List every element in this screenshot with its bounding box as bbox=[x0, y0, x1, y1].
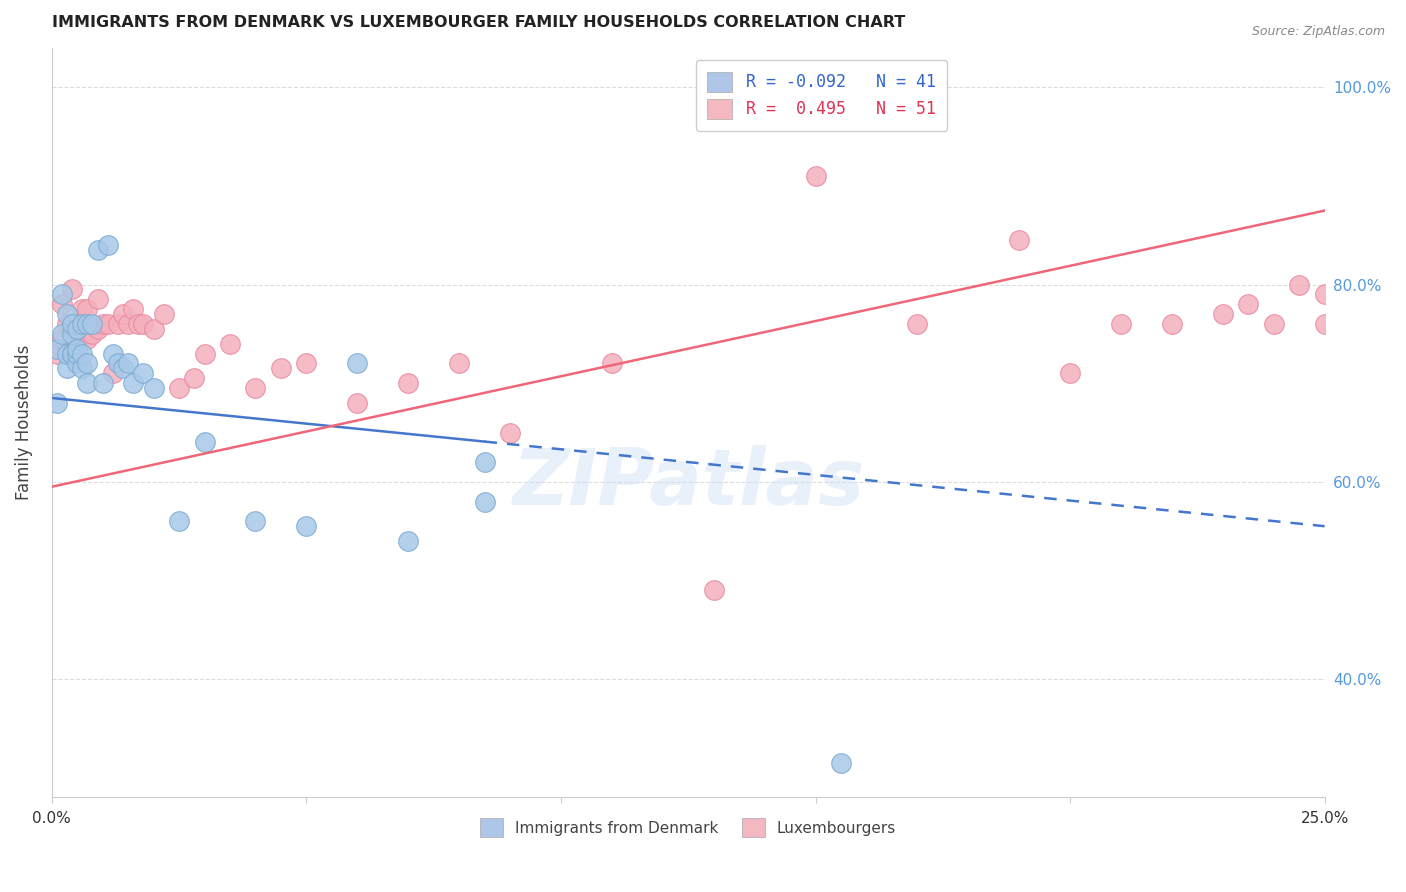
Point bbox=[112, 307, 135, 321]
Point bbox=[167, 381, 190, 395]
Point bbox=[295, 519, 318, 533]
Point bbox=[76, 376, 98, 391]
Point bbox=[1008, 233, 1031, 247]
Point bbox=[82, 326, 104, 341]
Point bbox=[183, 371, 205, 385]
Point bbox=[193, 346, 215, 360]
Text: IMMIGRANTS FROM DENMARK VS LUXEMBOURGER FAMILY HOUSEHOLDS CORRELATION CHART: IMMIGRANTS FROM DENMARK VS LUXEMBOURGER … bbox=[52, 15, 905, 30]
Point bbox=[60, 317, 83, 331]
Point bbox=[91, 376, 114, 391]
Point bbox=[97, 238, 120, 252]
Point bbox=[117, 317, 139, 331]
Point bbox=[51, 297, 73, 311]
Point bbox=[72, 326, 94, 341]
Point bbox=[1109, 317, 1132, 331]
Point bbox=[474, 455, 496, 469]
Point bbox=[804, 169, 827, 183]
Point bbox=[396, 376, 419, 391]
Point bbox=[142, 322, 165, 336]
Point bbox=[474, 494, 496, 508]
Text: ZIPatlas: ZIPatlas bbox=[512, 444, 865, 521]
Point bbox=[112, 361, 135, 376]
Point bbox=[107, 317, 129, 331]
Point bbox=[72, 317, 94, 331]
Point bbox=[97, 317, 120, 331]
Point bbox=[66, 342, 89, 356]
Point bbox=[1288, 277, 1310, 292]
Point bbox=[60, 326, 83, 341]
Text: Source: ZipAtlas.com: Source: ZipAtlas.com bbox=[1251, 25, 1385, 38]
Point bbox=[346, 356, 368, 370]
Point bbox=[107, 356, 129, 370]
Point bbox=[45, 342, 67, 356]
Point bbox=[270, 361, 292, 376]
Point bbox=[86, 243, 108, 257]
Point bbox=[219, 336, 242, 351]
Point bbox=[45, 396, 67, 410]
Point bbox=[56, 346, 79, 360]
Point bbox=[72, 346, 94, 360]
Y-axis label: Family Households: Family Households bbox=[15, 345, 32, 500]
Point bbox=[905, 317, 928, 331]
Point bbox=[66, 356, 89, 370]
Point bbox=[60, 346, 83, 360]
Point bbox=[127, 317, 149, 331]
Point bbox=[193, 435, 215, 450]
Point bbox=[60, 346, 83, 360]
Point bbox=[76, 332, 98, 346]
Point bbox=[101, 367, 124, 381]
Point bbox=[72, 302, 94, 317]
Point bbox=[56, 361, 79, 376]
Point bbox=[76, 302, 98, 317]
Point bbox=[132, 317, 155, 331]
Point bbox=[1161, 317, 1184, 331]
Point bbox=[51, 332, 73, 346]
Point bbox=[76, 356, 98, 370]
Point bbox=[51, 287, 73, 301]
Point bbox=[66, 346, 89, 360]
Point bbox=[245, 514, 267, 528]
Point bbox=[132, 367, 155, 381]
Point bbox=[152, 307, 174, 321]
Point bbox=[1059, 367, 1081, 381]
Point bbox=[117, 356, 139, 370]
Point bbox=[449, 356, 471, 370]
Point bbox=[830, 756, 852, 770]
Point bbox=[499, 425, 522, 440]
Point bbox=[1212, 307, 1234, 321]
Point bbox=[51, 326, 73, 341]
Point bbox=[600, 356, 623, 370]
Point bbox=[142, 381, 165, 395]
Point bbox=[86, 293, 108, 307]
Point bbox=[45, 346, 67, 360]
Point bbox=[1313, 287, 1336, 301]
Point bbox=[91, 317, 114, 331]
Point bbox=[703, 583, 725, 598]
Legend: Immigrants from Denmark, Luxembourgers: Immigrants from Denmark, Luxembourgers bbox=[471, 809, 905, 846]
Point bbox=[101, 346, 124, 360]
Point bbox=[167, 514, 190, 528]
Point bbox=[82, 317, 104, 331]
Point bbox=[1237, 297, 1260, 311]
Point bbox=[1263, 317, 1285, 331]
Point bbox=[122, 376, 145, 391]
Point bbox=[66, 322, 89, 336]
Point bbox=[1313, 317, 1336, 331]
Point bbox=[66, 317, 89, 331]
Point bbox=[66, 332, 89, 346]
Point bbox=[295, 356, 318, 370]
Point bbox=[245, 381, 267, 395]
Point bbox=[76, 317, 98, 331]
Point bbox=[56, 307, 79, 321]
Point bbox=[60, 322, 83, 336]
Point bbox=[346, 396, 368, 410]
Point bbox=[56, 317, 79, 331]
Point bbox=[122, 302, 145, 317]
Point bbox=[60, 283, 83, 297]
Point bbox=[86, 322, 108, 336]
Point bbox=[72, 361, 94, 376]
Point bbox=[396, 534, 419, 549]
